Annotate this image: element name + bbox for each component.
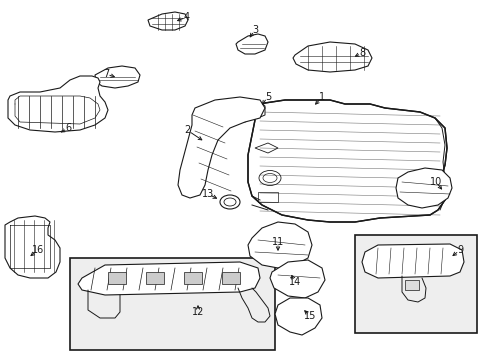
Polygon shape: [8, 76, 108, 132]
Text: 9: 9: [456, 245, 462, 255]
Ellipse shape: [220, 195, 240, 209]
Polygon shape: [229, 103, 251, 122]
Bar: [404, 280, 418, 290]
Polygon shape: [247, 100, 446, 222]
Polygon shape: [395, 168, 451, 208]
Polygon shape: [148, 12, 187, 30]
Text: 14: 14: [288, 277, 301, 287]
Bar: [70, 258, 274, 350]
Bar: [108, 272, 126, 284]
Text: 15: 15: [303, 311, 316, 321]
Polygon shape: [269, 260, 325, 298]
Bar: [354, 235, 476, 333]
Bar: [222, 272, 240, 284]
Polygon shape: [274, 298, 321, 335]
Polygon shape: [361, 244, 463, 278]
Text: 6: 6: [65, 123, 71, 133]
Polygon shape: [95, 66, 140, 88]
Bar: [146, 272, 163, 284]
Text: 3: 3: [251, 25, 258, 35]
Text: 7: 7: [102, 69, 109, 79]
Text: 13: 13: [202, 189, 214, 199]
Text: 12: 12: [191, 307, 204, 317]
Polygon shape: [292, 42, 371, 72]
Text: 4: 4: [183, 12, 190, 22]
Text: 16: 16: [32, 245, 44, 255]
Polygon shape: [5, 216, 60, 278]
Text: 2: 2: [183, 125, 190, 135]
Text: 5: 5: [264, 92, 270, 102]
Text: 1: 1: [318, 92, 325, 102]
Polygon shape: [247, 222, 311, 268]
Text: 11: 11: [271, 237, 284, 247]
Polygon shape: [178, 97, 264, 198]
Text: 10: 10: [429, 177, 441, 187]
Polygon shape: [236, 34, 267, 54]
Polygon shape: [78, 262, 260, 295]
Text: 8: 8: [358, 48, 365, 58]
Bar: [183, 272, 202, 284]
Polygon shape: [247, 103, 264, 118]
